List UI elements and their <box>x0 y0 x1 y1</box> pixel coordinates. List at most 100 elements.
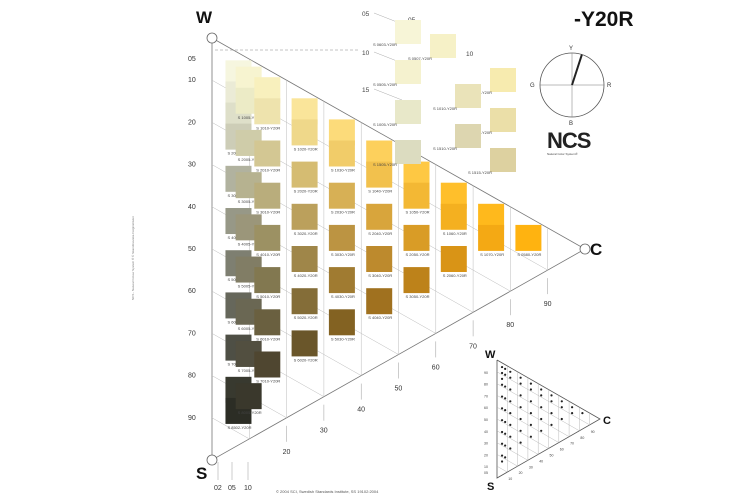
colour-chip-code: S 4005-Y20R <box>238 241 262 246</box>
legend-chip-dot <box>529 435 533 438</box>
colour-chip-swatch <box>291 161 318 188</box>
colour-chip: S 3020-Y20R <box>291 203 318 236</box>
legend-chip-dot <box>500 365 504 369</box>
legend-black-tick: 05 <box>484 471 488 475</box>
legend-chip-dot <box>529 400 533 403</box>
legend-grid-line <box>496 442 528 461</box>
colour-chip-code: S 1010-Y20R <box>256 125 280 130</box>
legend-chroma-tick: 10 <box>508 477 512 481</box>
hue-circle: Y R B G <box>530 46 612 127</box>
colour-chip: S 8005-Y20R <box>235 383 262 415</box>
colour-chip: S 2030-Y20R <box>328 182 355 215</box>
colour-chip: S 4020-Y20R <box>291 246 318 278</box>
legend-chip-dot <box>540 406 543 409</box>
colour-chip: S 1040-Y20R <box>366 161 392 194</box>
blackness-scale-label: 20 <box>188 119 196 126</box>
legend-chip-dot <box>571 412 574 415</box>
colour-chip-code: S 3005-Y20R <box>238 199 262 204</box>
white-series-chip-swatch <box>395 20 421 44</box>
colour-chip-swatch <box>291 203 318 230</box>
copyright-credit: © 2004 SCI, Swedish Standards Institute,… <box>276 489 379 494</box>
ncs-logo-subtitle: Natural Color System® <box>547 152 578 156</box>
hue-circle-label: R <box>607 83 612 89</box>
colour-chip-code: S 2030-Y20R <box>331 210 355 215</box>
colour-chip: S 7010-Y20R <box>254 351 280 384</box>
colour-chip: S 6010-Y20R <box>254 309 280 341</box>
colour-chip: S 3040-Y20R <box>366 246 392 278</box>
colour-chip: S 1060-Y20R <box>440 203 467 236</box>
page-title: -Y20R <box>574 8 634 31</box>
colour-chip: S 2010-Y20R <box>254 140 280 173</box>
colour-chip-code: S 2040-Y20R <box>368 231 392 236</box>
colour-chip-swatch <box>254 182 281 209</box>
white-series-chip-code: S 1515-Y20R <box>468 170 492 175</box>
corner-marker-black <box>206 454 218 466</box>
bottom-scale-label: 05 <box>228 485 236 492</box>
colour-chip: S 4010-Y20R <box>254 224 281 257</box>
legend-black-tick: 20 <box>484 453 488 457</box>
legend-chip-dot <box>529 382 533 385</box>
legend-chip-dot <box>504 444 507 447</box>
legend-chroma-tick: 70 <box>570 442 574 446</box>
legend-chip-dot <box>560 417 563 421</box>
colour-chip-swatch <box>478 224 505 251</box>
blackness-scale-label: 10 <box>188 77 196 84</box>
colour-chip-swatch <box>366 203 393 230</box>
legend-chip-dot <box>529 423 533 426</box>
legend-triangle: W S C 90 80 70 60 50 40 30 20 10 05 10 20 30 40 50 60 70 80 9… <box>484 349 611 493</box>
colour-chip-swatch <box>254 224 281 251</box>
chromaticness-scale-label: 20 <box>283 449 291 456</box>
white-series-row-label: 15 <box>362 87 370 94</box>
colour-chip-swatch <box>440 246 467 272</box>
colour-chip-swatch <box>328 224 355 251</box>
colour-chip-swatch <box>291 246 318 272</box>
legend-corner-black: S <box>487 481 494 493</box>
white-series-chip-code: S 1005-Y20R <box>373 122 397 127</box>
ncs-logo-mark: NCS <box>547 128 591 153</box>
colour-chip-swatch <box>254 267 281 294</box>
colour-chip-swatch <box>254 98 281 125</box>
legend-chroma-tick: 20 <box>519 471 523 475</box>
blackness-scale-label: 50 <box>188 246 196 253</box>
colour-chip-swatch <box>366 288 393 315</box>
legend-chip-dot <box>529 412 533 415</box>
legend-chip-dot <box>500 419 504 422</box>
legend-chip-dot <box>519 376 522 379</box>
colour-chip-code: S 1020-Y20R <box>294 146 318 151</box>
colour-chip: S 1030-Y20R <box>328 140 355 173</box>
chromaticness-scale-label: 70 <box>469 343 477 350</box>
white-series-chip-swatch <box>490 148 516 172</box>
blackness-scale-label: 40 <box>188 204 196 211</box>
white-series-chip: S 1505-Y20R <box>373 140 421 167</box>
corner-marker-white <box>206 32 218 44</box>
colour-chip-code: S 2010-Y20R <box>256 168 280 173</box>
white-series-chip-swatch <box>490 108 516 132</box>
colour-chip-code: S 7010-Y20R <box>256 379 280 384</box>
legend-grid-line <box>496 418 549 449</box>
legend-chip-dot <box>509 370 512 373</box>
white-series-chip-code: S 0507-Y20R <box>408 56 432 61</box>
colour-chip-code: S 3050-Y20R <box>406 294 430 299</box>
legend-chip-dot <box>500 442 504 445</box>
chromaticness-scale-label: 50 <box>395 386 403 393</box>
legend-chip-dot <box>504 432 507 435</box>
legend-chip-dot <box>519 441 522 444</box>
white-series-chip-swatch <box>430 34 456 58</box>
legend-chroma-tick: 40 <box>539 459 543 463</box>
colour-chip-code: S 3020-Y20R <box>294 231 318 236</box>
legend-chip-dot <box>571 406 574 409</box>
bottom-scale-label: 10 <box>244 485 252 492</box>
legend-chip-dot <box>504 409 507 412</box>
white-series-chip: S 1010-Y20R <box>433 84 481 111</box>
colour-chip-swatch <box>403 224 430 251</box>
colour-chip-code: S 5005-Y20R <box>238 284 262 289</box>
white-series-chip: S 1005-Y20R <box>373 100 421 127</box>
white-series-chip: S 1515-Y20R <box>468 148 516 175</box>
scale-label-layer: 05 10 20 30 40 50 60 70 80 90 02 05 10 20 30 40 50 60 70 80… <box>188 56 552 492</box>
legend-corner-chromatic: C <box>603 415 611 427</box>
legend-chip-dot <box>500 377 504 380</box>
colour-chip-code: S 4020-Y20R <box>294 273 318 278</box>
colour-chip: S 1070-Y20R <box>478 224 505 257</box>
colour-chip-code: S 3030-Y20R <box>331 252 355 257</box>
